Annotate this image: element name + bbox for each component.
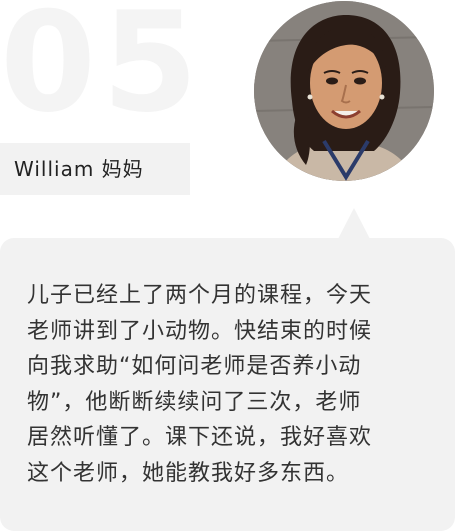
- card-number: 05: [0, 0, 205, 143]
- speech-bubble-pointer: [338, 208, 370, 239]
- testimonial-line: 物”，他断断续续问了三次，老师: [27, 389, 362, 415]
- testimonial-line: 老师讲到了小动物。快结束的时候: [27, 318, 373, 344]
- testimonial-line: 这个老师，她能教我好多东西。: [27, 460, 350, 486]
- testimonial-line: 儿子已经上了两个月的课程，今天: [27, 283, 373, 308]
- avatar-photo-icon: [254, 1, 434, 181]
- author-name: William 妈妈: [14, 157, 144, 181]
- speech-bubble: [0, 238, 455, 531]
- author-name-tag: William 妈妈: [0, 143, 190, 195]
- testimonial-line: 居然听懂了。课下还说，我好喜欢: [27, 425, 373, 450]
- testimonial-text: 儿子已经上了两个月的课程，今天 老师讲到了小动物。快结束的时候 向我求助“如何问…: [27, 278, 432, 491]
- avatar: [254, 1, 434, 181]
- testimonial-line: 向我求助“如何问老师是否养小动: [27, 354, 362, 379]
